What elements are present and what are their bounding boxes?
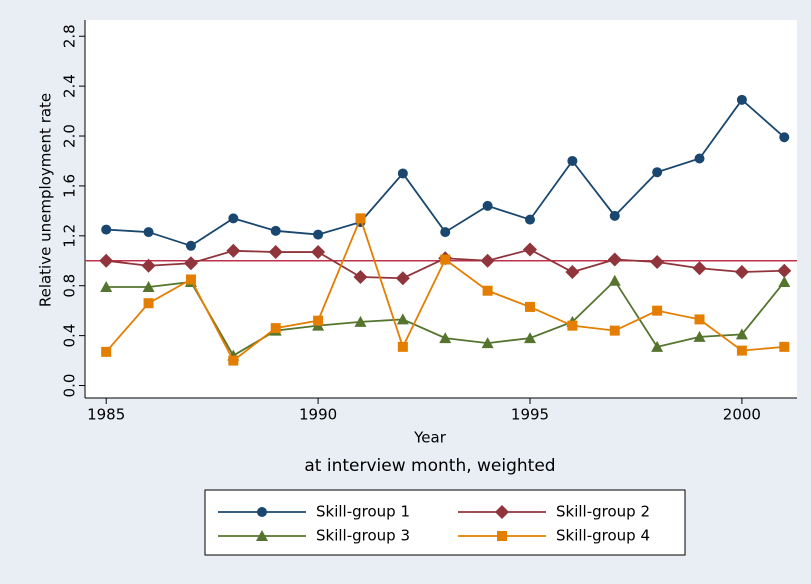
data-point bbox=[481, 337, 494, 349]
data-point bbox=[779, 341, 790, 352]
data-point bbox=[397, 168, 408, 179]
data-point bbox=[395, 271, 410, 286]
legend-label: Skill-group 2 bbox=[556, 503, 650, 521]
data-point bbox=[355, 213, 366, 224]
data-point bbox=[99, 253, 114, 268]
data-point bbox=[143, 298, 154, 309]
x-axis-title: Year bbox=[413, 429, 447, 447]
data-point bbox=[439, 332, 452, 344]
data-point bbox=[778, 275, 791, 287]
data-point bbox=[525, 214, 535, 225]
legend-label: Skill-group 1 bbox=[316, 503, 410, 521]
data-point bbox=[694, 153, 705, 164]
data-point bbox=[609, 325, 620, 336]
data-point bbox=[228, 355, 239, 366]
data-point bbox=[101, 346, 112, 357]
legend-label: Skill-group 3 bbox=[316, 527, 410, 545]
y-tick-label: 0.4 bbox=[61, 324, 79, 348]
data-point bbox=[353, 269, 368, 284]
data-point bbox=[311, 245, 326, 260]
data-point bbox=[652, 305, 663, 316]
data-point bbox=[779, 132, 790, 143]
x-tick-label: 1990 bbox=[299, 406, 337, 424]
data-point bbox=[734, 265, 749, 279]
legend-marker bbox=[497, 531, 507, 541]
data-point bbox=[270, 225, 281, 236]
data-point bbox=[523, 242, 537, 257]
data-point bbox=[693, 330, 706, 342]
y-tick-label: 2.0 bbox=[61, 124, 79, 148]
data-point bbox=[735, 328, 748, 340]
data-point bbox=[567, 320, 578, 331]
plot-area bbox=[85, 20, 797, 398]
data-point bbox=[608, 274, 621, 286]
y-axis-title: Relative unemployment rate bbox=[37, 93, 55, 307]
data-point bbox=[226, 243, 241, 258]
legend-marker bbox=[256, 530, 268, 541]
x-tick-label: 1985 bbox=[87, 406, 125, 424]
data-point bbox=[482, 200, 493, 211]
data-point bbox=[652, 167, 663, 178]
data-point bbox=[183, 256, 198, 271]
x-tick-label: 1995 bbox=[511, 406, 549, 424]
data-point bbox=[440, 227, 451, 238]
data-point bbox=[650, 255, 665, 270]
data-point bbox=[143, 227, 154, 238]
y-tick-label: 2.8 bbox=[61, 24, 79, 48]
legend-marker bbox=[257, 507, 267, 517]
y-tick-label: 0.0 bbox=[61, 374, 79, 398]
data-point bbox=[482, 285, 493, 296]
data-point bbox=[692, 261, 707, 276]
data-point bbox=[270, 323, 281, 334]
data-point bbox=[313, 229, 324, 240]
legend-label: Skill-group 4 bbox=[556, 527, 650, 545]
legend bbox=[204, 489, 686, 556]
data-point bbox=[101, 224, 112, 235]
data-point bbox=[397, 341, 408, 352]
data-point bbox=[525, 301, 535, 312]
data-point bbox=[565, 265, 580, 279]
data-point bbox=[480, 253, 495, 268]
data-point bbox=[185, 240, 196, 251]
data-point bbox=[185, 274, 196, 285]
y-tick-label: 1.2 bbox=[61, 224, 79, 248]
data-point bbox=[777, 263, 792, 278]
data-point bbox=[313, 315, 324, 326]
legend-marker bbox=[495, 505, 509, 519]
y-tick-label: 1.6 bbox=[61, 174, 79, 198]
data-point bbox=[524, 332, 536, 344]
data-point bbox=[228, 213, 239, 224]
data-point bbox=[651, 340, 664, 352]
data-point bbox=[440, 254, 451, 265]
data-point bbox=[736, 345, 747, 356]
data-point bbox=[694, 314, 705, 325]
data-point bbox=[141, 258, 156, 273]
y-tick-label: 0.8 bbox=[61, 274, 79, 298]
data-point bbox=[142, 280, 155, 292]
data-point bbox=[607, 252, 622, 267]
data-point bbox=[396, 313, 409, 325]
data-point bbox=[354, 315, 367, 327]
x-tick-label: 2000 bbox=[723, 406, 761, 424]
data-point bbox=[567, 155, 578, 166]
y-tick-label: 2.4 bbox=[61, 74, 79, 98]
data-point bbox=[736, 94, 747, 105]
note: at interview month, weighted bbox=[304, 456, 555, 476]
data-point bbox=[100, 280, 113, 292]
data-point bbox=[268, 245, 283, 260]
data-point bbox=[609, 210, 620, 221]
